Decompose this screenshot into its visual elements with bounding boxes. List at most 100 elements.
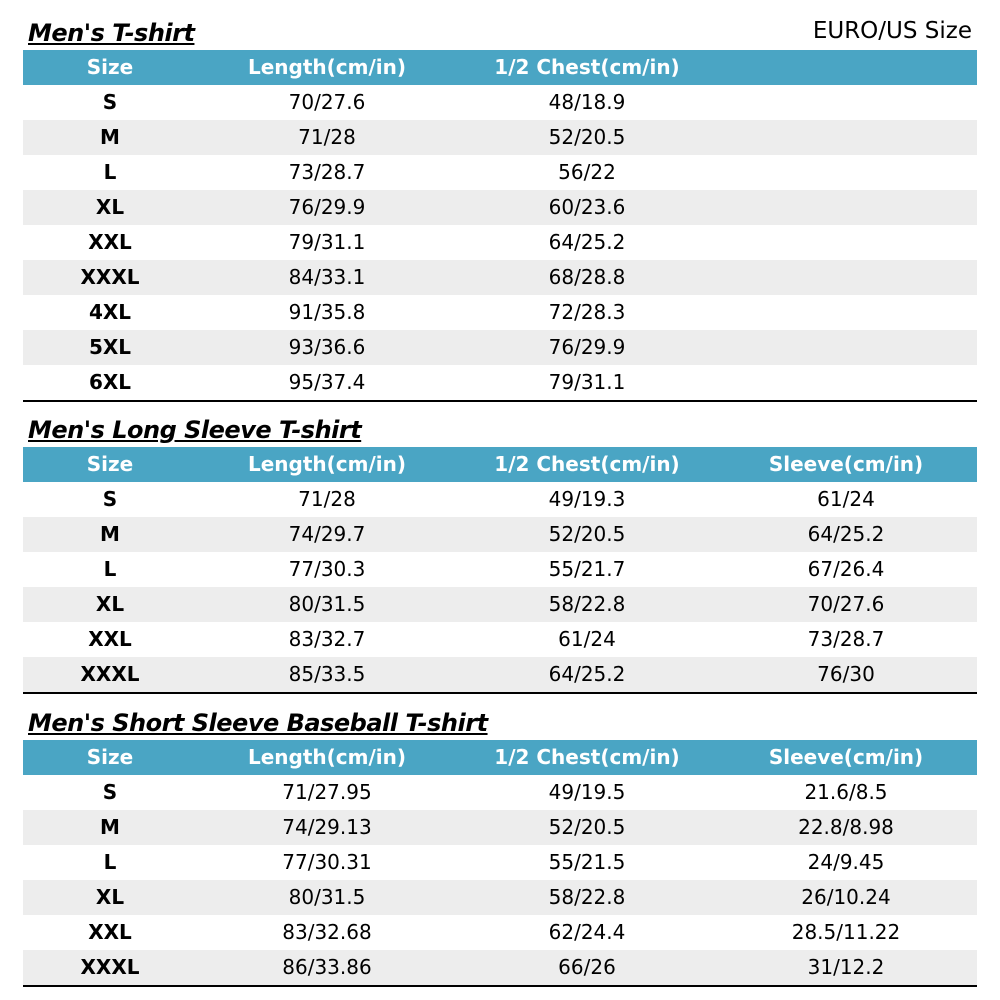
table-cell: L (103, 850, 117, 874)
table-cell: 6XL (88, 370, 132, 394)
section-title: Men's Long Sleeve T-shirt (28, 416, 362, 444)
section-title: Men's Short Sleeve Baseball T-shirt (28, 709, 488, 737)
table-cell: 73/28.7 (288, 160, 366, 184)
table-cell: 76/29.9 (548, 335, 626, 359)
table-cell: 79/31.1 (288, 230, 366, 254)
table-cell: 73/28.7 (807, 627, 885, 651)
table-cell: M (100, 522, 120, 546)
header-cell: Sleeve(cm/in) (768, 745, 924, 769)
table-cell: 31/12.2 (807, 955, 885, 979)
table-cell: 64/25.2 (548, 230, 626, 254)
table-cell: 61/24 (558, 627, 616, 651)
table-cell: 22.8/8.98 (798, 815, 894, 839)
table-cell: 55/21.5 (548, 850, 626, 874)
table-cell: 66/26 (558, 955, 616, 979)
table-cell: 80/31.5 (288, 592, 366, 616)
table-cell: XL (95, 592, 125, 616)
table-cell: 52/20.5 (548, 125, 626, 149)
table-cell: 85/33.5 (288, 662, 366, 686)
table-cell: 74/29.7 (288, 522, 366, 546)
row-background (23, 190, 977, 225)
header-cell: 1/2 Chest(cm/in) (494, 55, 680, 79)
table-cell: 70/27.6 (807, 592, 885, 616)
row-background (23, 587, 977, 622)
header-cell: 1/2 Chest(cm/in) (494, 452, 680, 476)
table-cell: 83/32.7 (288, 627, 366, 651)
table-cell: S (102, 780, 118, 804)
header-row (23, 740, 977, 775)
table-cell: 58/22.8 (548, 885, 626, 909)
table-cell: 28.5/11.22 (791, 920, 901, 944)
table-cell: 71/28 (298, 487, 356, 511)
table-cell: 49/19.5 (548, 780, 626, 804)
table-cell: 26/10.24 (801, 885, 891, 909)
table-cell: 76/30 (817, 662, 875, 686)
row-background (23, 330, 977, 365)
row-background (23, 950, 977, 985)
table-cell: 4XL (88, 300, 132, 324)
header-row (23, 50, 977, 85)
table-cell: 84/33.1 (288, 265, 366, 289)
table-rule (23, 400, 977, 402)
table-cell: 52/20.5 (548, 522, 626, 546)
header-cell: Size (86, 452, 134, 476)
table-cell: 49/19.3 (548, 487, 626, 511)
header-cell: Size (86, 55, 134, 79)
table-cell: 5XL (88, 335, 132, 359)
section-title: Men's T-shirt (28, 19, 195, 47)
row-background (23, 260, 977, 295)
table-cell: M (100, 815, 120, 839)
table-cell: L (103, 160, 117, 184)
table-cell: 86/33.86 (282, 955, 372, 979)
table-cell: 64/25.2 (807, 522, 885, 546)
table-cell: 64/25.2 (548, 662, 626, 686)
table-rule (23, 692, 977, 694)
header-row (23, 447, 977, 482)
header-cell: Length(cm/in) (247, 452, 407, 476)
table-cell: 93/36.6 (288, 335, 366, 359)
table-cell: XL (95, 195, 125, 219)
table-cell: 77/30.31 (282, 850, 372, 874)
table-cell: S (102, 487, 118, 511)
table-cell: 70/27.6 (288, 90, 366, 114)
header-cell: Size (86, 745, 134, 769)
row-background (23, 880, 977, 915)
table-cell: XL (95, 885, 125, 909)
table-cell: 62/24.4 (548, 920, 626, 944)
table-cell: XXL (88, 230, 132, 254)
table-cell: 58/22.8 (548, 592, 626, 616)
table-cell: 77/30.3 (288, 557, 366, 581)
table-cell: 60/23.6 (548, 195, 626, 219)
table-cell: 95/37.4 (288, 370, 366, 394)
table-cell: XXXL (80, 955, 140, 979)
table-cell: 61/24 (817, 487, 875, 511)
table-cell: 21.6/8.5 (804, 780, 888, 804)
table-cell: 80/31.5 (288, 885, 366, 909)
row-background (23, 657, 977, 692)
size-system: EURO/US Size (812, 18, 972, 44)
table-cell: 67/26.4 (807, 557, 885, 581)
table-cell: XXL (88, 920, 132, 944)
header-cell: 1/2 Chest(cm/in) (494, 745, 680, 769)
table-cell: 79/31.1 (548, 370, 626, 394)
table-cell: 48/18.9 (548, 90, 626, 114)
table-cell: 52/20.5 (548, 815, 626, 839)
table-cell: XXXL (80, 265, 140, 289)
row-background (23, 517, 977, 552)
table-cell: 71/28 (298, 125, 356, 149)
table-cell: 56/22 (558, 160, 616, 184)
table-cell: 83/32.68 (282, 920, 372, 944)
table-cell: XXL (88, 627, 132, 651)
table-cell: M (100, 125, 120, 149)
table-cell: 55/21.7 (548, 557, 626, 581)
table-cell: 24/9.45 (807, 850, 885, 874)
table-cell: 76/29.9 (288, 195, 366, 219)
row-background (23, 120, 977, 155)
table-cell: 72/28.3 (548, 300, 626, 324)
table-cell: 68/28.8 (548, 265, 626, 289)
table-cell: S (102, 90, 118, 114)
table-cell: L (103, 557, 117, 581)
table-rule (23, 985, 977, 987)
header-cell: Sleeve(cm/in) (768, 452, 924, 476)
